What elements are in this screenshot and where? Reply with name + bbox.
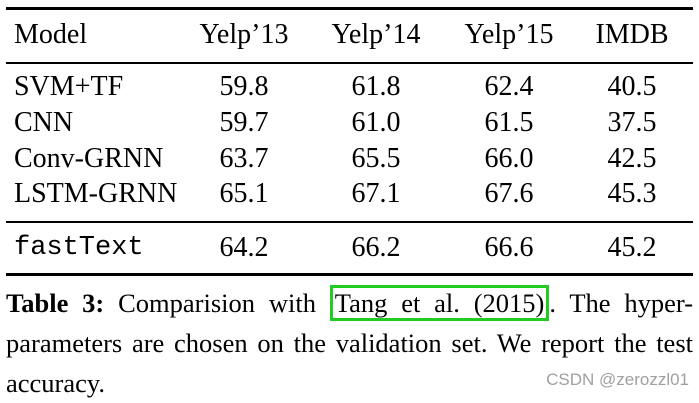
score-imdb: 45.2 — [607, 232, 657, 263]
score-imdb: 45.3 — [607, 178, 657, 209]
model-name: LSTM-GRNN — [14, 178, 178, 209]
header-yelp15: Yelp’15 — [464, 19, 554, 50]
score-yelp15: 67.6 — [484, 178, 534, 209]
table-row: Conv-GRNN 63.7 65.5 66.0 42.5 — [0, 142, 699, 176]
caption-text-after: . The hyper-parameters are chosen on the… — [6, 288, 694, 398]
top-rule — [6, 7, 693, 10]
caption-label: Table 3: — [6, 288, 105, 318]
score-yelp15: 66.6 — [484, 232, 534, 263]
score-yelp13: 59.8 — [219, 71, 269, 102]
table-row: LSTM-GRNN 65.1 67.1 67.6 45.3 — [0, 177, 699, 211]
score-yelp14: 67.1 — [351, 178, 401, 209]
model-name: SVM+TF — [14, 71, 124, 102]
bottom-rule — [6, 273, 693, 276]
caption-text-before: Comparision with — [118, 288, 316, 318]
header-yelp13: Yelp’13 — [199, 19, 289, 50]
table-row: CNN 59.7 61.0 61.5 37.5 — [0, 106, 699, 140]
header-rule — [6, 62, 693, 64]
score-yelp15: 66.0 — [484, 143, 534, 174]
score-yelp15: 61.5 — [484, 107, 534, 138]
header-yelp14: Yelp’14 — [331, 19, 421, 50]
score-imdb: 37.5 — [607, 107, 657, 138]
score-yelp14: 65.5 — [351, 143, 401, 174]
score-yelp14: 61.8 — [351, 71, 401, 102]
score-yelp13: 64.2 — [219, 232, 269, 263]
table-row: SVM+TF 59.8 61.8 62.4 40.5 — [0, 70, 699, 104]
score-yelp14: 61.0 — [351, 107, 401, 138]
score-yelp15: 62.4 — [484, 71, 534, 102]
header-model: Model — [14, 19, 88, 50]
score-yelp13: 65.1 — [219, 178, 269, 209]
model-name: fastText — [14, 233, 144, 263]
score-yelp13: 63.7 — [219, 143, 269, 174]
header-imdb: IMDB — [595, 19, 669, 50]
score-imdb: 40.5 — [607, 71, 657, 102]
table-header-row: Model Yelp’13 Yelp’14 Yelp’15 IMDB — [0, 18, 699, 52]
score-yelp13: 59.7 — [219, 107, 269, 138]
citation-link[interactable]: Tang et al. (2015) — [329, 285, 550, 321]
watermark: CSDN @zerozzl01 — [546, 370, 689, 389]
score-yelp14: 66.2 — [351, 232, 401, 263]
table-caption: Table 3: Comparision with Tang et al. (2… — [6, 283, 693, 403]
table-row-fasttext: fastText 64.2 66.2 66.6 45.2 — [0, 231, 699, 265]
separator-rule — [6, 221, 693, 223]
model-name: Conv-GRNN — [14, 143, 164, 174]
model-name: CNN — [14, 107, 74, 138]
score-imdb: 42.5 — [607, 143, 657, 174]
